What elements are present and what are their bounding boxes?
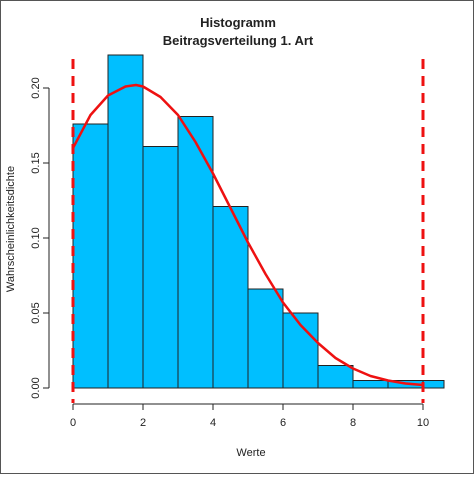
x-axis-label: Werte — [236, 447, 265, 459]
y-tick-label-3: 0.15 — [30, 152, 42, 173]
y-tick-label-2: 0.10 — [30, 227, 42, 248]
histogram-bar-2 — [107, 54, 144, 389]
y-axis-label: Wahrscheinlichkeitsdichte — [5, 166, 17, 292]
chart-subtitle: Beitragsverteilung 1. Art — [163, 33, 314, 48]
axes: 0 2 4 6 8 10 0.00 0.05 0.10 0.15 0.20 — [30, 77, 429, 429]
histogram-bar-5 — [212, 206, 249, 389]
x-tick-label-5: 10 — [417, 417, 429, 429]
histogram-bar-6 — [247, 288, 284, 389]
boundary-lines — [71, 59, 425, 403]
histogram-bar-8 — [317, 365, 354, 389]
density-curve-layer — [71, 83, 425, 387]
x-tick-label-4: 8 — [350, 417, 356, 429]
x-tick-label-1: 2 — [140, 417, 146, 429]
density-curve — [71, 83, 425, 387]
y-tick-label-1: 0.05 — [30, 302, 42, 323]
x-tick-label-3: 6 — [280, 417, 286, 429]
x-tick-label-0: 0 — [70, 417, 76, 429]
y-tick-label-0: 0.00 — [30, 377, 42, 398]
y-tick-label-4: 0.20 — [30, 77, 42, 98]
histogram-bar-3 — [142, 146, 179, 389]
histogram-bar-1 — [72, 123, 109, 389]
histogram-bar-11 — [422, 380, 445, 389]
histogram-bars — [72, 54, 445, 389]
histogram-bar-9 — [352, 380, 389, 389]
x-tick-label-2: 4 — [210, 417, 216, 429]
histogram-bar-4 — [177, 116, 214, 389]
chart-title: Histogramm — [200, 15, 276, 30]
